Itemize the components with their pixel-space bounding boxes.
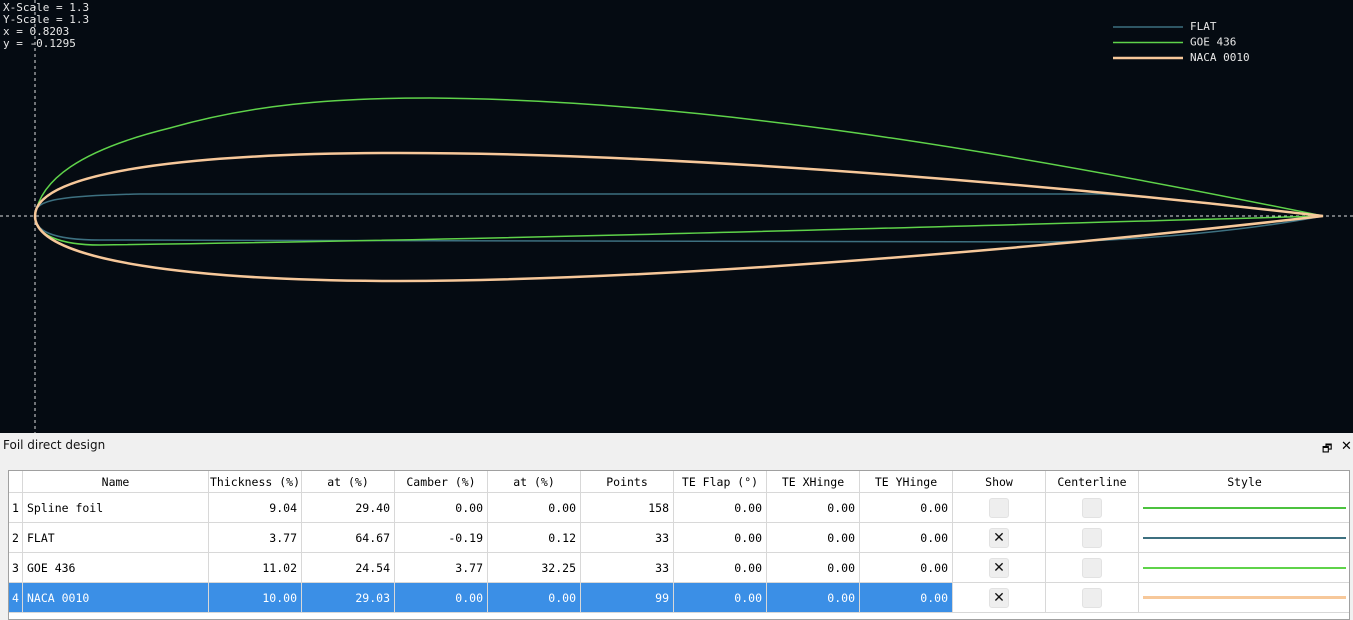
table-cell: Spline foil xyxy=(23,493,209,523)
column-header: TE XHinge xyxy=(767,471,860,493)
table-cell: 0.00 xyxy=(674,583,767,613)
table-cell: 11.02 xyxy=(209,553,302,583)
table-cell: 0.00 xyxy=(860,523,953,553)
column-header: TE YHinge xyxy=(860,471,953,493)
overlay-text: X-Scale = 1.3 xyxy=(3,1,89,14)
table-cell: 0.00 xyxy=(860,553,953,583)
foil-table: Name Thickness (%) at (%) Camber (%) at (%) P… xyxy=(8,470,1350,620)
table-cell: 64.67 xyxy=(302,523,395,553)
show-checkbox[interactable]: ✕ xyxy=(989,587,1009,608)
centerline-cell xyxy=(1046,493,1139,523)
style-line xyxy=(1143,596,1346,599)
column-header: TE Flap (°) xyxy=(674,471,767,493)
centerline-checkbox[interactable] xyxy=(1082,527,1102,548)
style-cell xyxy=(1139,553,1349,583)
table-cell: 0.00 xyxy=(767,553,860,583)
style-line xyxy=(1143,536,1346,539)
table-cell: 0.00 xyxy=(395,583,488,613)
table-cell: 0.00 xyxy=(767,493,860,523)
table-cell: NACA 0010 xyxy=(23,583,209,613)
column-header: Name xyxy=(23,471,209,493)
table-cell: 0.00 xyxy=(488,493,581,523)
centerline-checkbox[interactable] xyxy=(1082,587,1102,608)
centerline-checkbox[interactable] xyxy=(1082,557,1102,578)
column-header: Thickness (%) xyxy=(209,471,302,493)
foil-flat xyxy=(34,193,1324,243)
table-cell: 0.00 xyxy=(860,493,953,523)
row-index: 2 xyxy=(9,523,23,553)
table-cell: 158 xyxy=(581,493,674,523)
show-checkbox[interactable]: ✕ xyxy=(989,527,1009,548)
column-header: Points xyxy=(581,471,674,493)
table-cell: 0.00 xyxy=(767,523,860,553)
overlay-text: y = -0.1295 xyxy=(3,37,76,50)
table-cell: 0.00 xyxy=(674,553,767,583)
table-cell: 29.40 xyxy=(302,493,395,523)
foil-naca0010 xyxy=(33,151,1324,283)
table-cell: FLAT xyxy=(23,523,209,553)
legend-label: GOE 436 xyxy=(1190,36,1236,49)
table-cell: 32.25 xyxy=(488,553,581,583)
show-cell: ✕ xyxy=(953,553,1046,583)
show-checkbox[interactable] xyxy=(989,497,1009,518)
style-cell xyxy=(1139,523,1349,553)
style-cell xyxy=(1139,583,1349,613)
column-header: at (%) xyxy=(488,471,581,493)
table-cell: 99 xyxy=(581,583,674,613)
column-header: Show xyxy=(953,471,1046,493)
table-cell: 0.00 xyxy=(395,493,488,523)
column-header: Camber (%) xyxy=(395,471,488,493)
table-cell: -0.19 xyxy=(395,523,488,553)
show-cell: ✕ xyxy=(953,523,1046,553)
corner xyxy=(9,471,23,493)
centerline-cell xyxy=(1046,583,1139,613)
show-cell xyxy=(953,493,1046,523)
table-cell: GOE 436 xyxy=(23,553,209,583)
show-cell: ✕ xyxy=(953,583,1046,613)
column-header: Centerline xyxy=(1046,471,1139,493)
style-line xyxy=(1143,506,1346,509)
foil-goe436 xyxy=(34,97,1324,246)
table-cell: 0.00 xyxy=(488,583,581,613)
overlay-text: Y-Scale = 1.3 xyxy=(3,13,89,26)
column-header: at (%) xyxy=(302,471,395,493)
table-cell: 9.04 xyxy=(209,493,302,523)
table-cell: 0.00 xyxy=(674,493,767,523)
table-cell: 10.00 xyxy=(209,583,302,613)
style-cell xyxy=(1139,493,1349,523)
show-checkbox[interactable]: ✕ xyxy=(989,557,1009,578)
row-index: 1 xyxy=(9,493,23,523)
table-cell: 29.03 xyxy=(302,583,395,613)
row-index: 4 xyxy=(9,583,23,613)
table-cell: 0.12 xyxy=(488,523,581,553)
legend-label: FLAT xyxy=(1190,20,1217,33)
table-cell: 33 xyxy=(581,553,674,583)
float-button[interactable]: 🗗 xyxy=(1322,442,1333,455)
panel-title: Foil direct design xyxy=(3,438,106,452)
style-line xyxy=(1143,566,1346,569)
column-header: Style xyxy=(1139,471,1349,493)
table-cell: 24.54 xyxy=(302,553,395,583)
centerline-cell xyxy=(1046,523,1139,553)
row-index: 3 xyxy=(9,553,23,583)
table-cell: 0.00 xyxy=(767,583,860,613)
table-cell: 33 xyxy=(581,523,674,553)
legend-label: NACA 0010 xyxy=(1190,51,1250,64)
table-cell: 3.77 xyxy=(395,553,488,583)
table-cell: 0.00 xyxy=(860,583,953,613)
table-cell: 0.00 xyxy=(674,523,767,553)
centerline-checkbox[interactable] xyxy=(1082,497,1102,518)
centerline-cell xyxy=(1046,553,1139,583)
overlay-text: x = 0.8203 xyxy=(3,25,69,38)
close-button[interactable]: ✕ xyxy=(1341,439,1352,454)
table-cell: 3.77 xyxy=(209,523,302,553)
